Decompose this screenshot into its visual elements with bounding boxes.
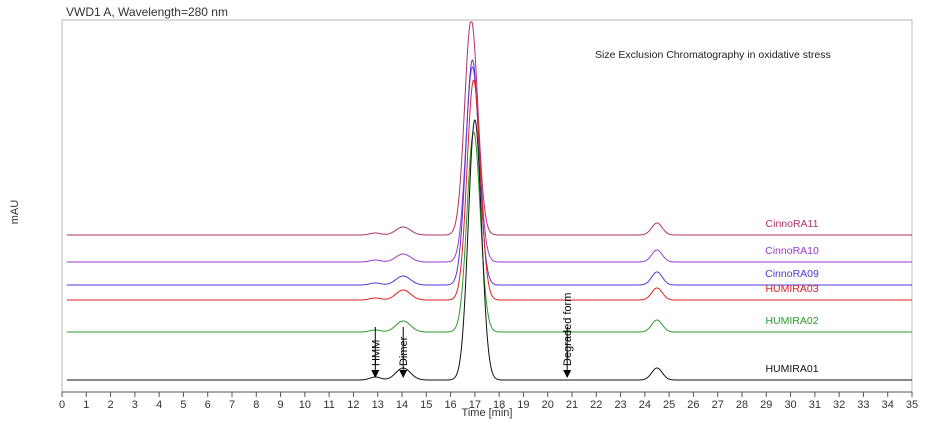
x-tick-label: 16 bbox=[444, 399, 456, 411]
annotations: HMM Dimer Degraded form bbox=[370, 293, 574, 378]
series-label-cinnora09: CinnoRA09 bbox=[765, 268, 819, 280]
x-tick-label: 21 bbox=[566, 399, 578, 411]
annotation-label: Dimer bbox=[398, 336, 410, 366]
x-tick-label: 18 bbox=[493, 399, 505, 411]
trace-humira01 bbox=[66, 119, 912, 381]
x-tick-label: 12 bbox=[347, 399, 359, 411]
x-tick-label: 15 bbox=[420, 399, 432, 411]
x-tick-label: 7 bbox=[229, 399, 235, 411]
x-tick-label: 32 bbox=[833, 399, 845, 411]
x-tick-label: 19 bbox=[517, 399, 529, 411]
annotation-arrowhead bbox=[563, 370, 572, 378]
x-tick-label: 11 bbox=[323, 399, 334, 411]
x-tick-label: 34 bbox=[882, 399, 894, 411]
x-tick-label: 35 bbox=[906, 399, 918, 411]
x-tick-label: 28 bbox=[736, 399, 748, 411]
trace-humira03 bbox=[66, 79, 912, 301]
x-tick-label: 25 bbox=[663, 399, 675, 411]
series-label-humira01: HUMIRA01 bbox=[765, 363, 818, 375]
x-tick-label: 0 bbox=[59, 399, 65, 411]
x-axis-ticks: 0 1 2 3 4 5 6 7 8 9 10 11 12 13 14 15 16 17 18 19 20 21 22 23 24… bbox=[59, 392, 918, 411]
x-tick-label: 17 bbox=[469, 399, 481, 411]
annotation-arrowhead bbox=[399, 370, 408, 378]
trace-cinnora09 bbox=[66, 59, 912, 286]
x-tick-label: 10 bbox=[299, 399, 311, 411]
trace-cinnora10 bbox=[66, 66, 912, 263]
x-tick-label: 20 bbox=[542, 399, 554, 411]
y-axis-label: mAU bbox=[9, 200, 21, 225]
x-tick-label: 27 bbox=[712, 399, 724, 411]
x-tick-label: 33 bbox=[857, 399, 869, 411]
x-tick-label: 13 bbox=[372, 399, 384, 411]
series-label-cinnora11: CinnoRA11 bbox=[766, 218, 819, 230]
chart-title: Size Exclusion Chromatography in oxidati… bbox=[595, 49, 831, 61]
x-tick-label: 22 bbox=[590, 399, 602, 411]
traces bbox=[66, 21, 912, 381]
x-tick-label: 31 bbox=[809, 399, 821, 411]
annotation-label: Degraded form bbox=[562, 293, 574, 366]
trace-cinnora11 bbox=[66, 21, 912, 236]
x-tick-label: 9 bbox=[278, 399, 284, 411]
x-tick-label: 24 bbox=[639, 399, 651, 411]
x-tick-label: 30 bbox=[784, 399, 796, 411]
x-tick-label: 26 bbox=[687, 399, 699, 411]
annotation-label: HMM bbox=[370, 340, 382, 366]
trace-humira02 bbox=[66, 131, 912, 333]
x-tick-label: 5 bbox=[180, 399, 186, 411]
x-tick-label: 1 bbox=[83, 399, 89, 411]
x-tick-label: 3 bbox=[132, 399, 138, 411]
detector-header: VWD1 A, Wavelength=280 nm bbox=[66, 5, 228, 19]
series-label-humira02: HUMIRA02 bbox=[765, 315, 818, 327]
x-axis-label: Time [min] bbox=[462, 407, 513, 419]
series-label-humira03: HUMIRA03 bbox=[765, 283, 818, 295]
x-tick-label: 2 bbox=[108, 399, 114, 411]
series-labels: CinnoRA11 CinnoRA10 CinnoRA09 HUMIRA03 HUMIR… bbox=[765, 218, 819, 375]
x-tick-label: 4 bbox=[156, 399, 162, 411]
x-tick-label: 8 bbox=[253, 399, 259, 411]
x-tick-label: 29 bbox=[760, 399, 772, 411]
annotation-arrowhead bbox=[371, 370, 380, 378]
series-label-cinnora10: CinnoRA10 bbox=[765, 245, 819, 257]
x-tick-label: 14 bbox=[396, 399, 408, 411]
x-tick-label: 6 bbox=[205, 399, 211, 411]
x-tick-label: 23 bbox=[614, 399, 626, 411]
